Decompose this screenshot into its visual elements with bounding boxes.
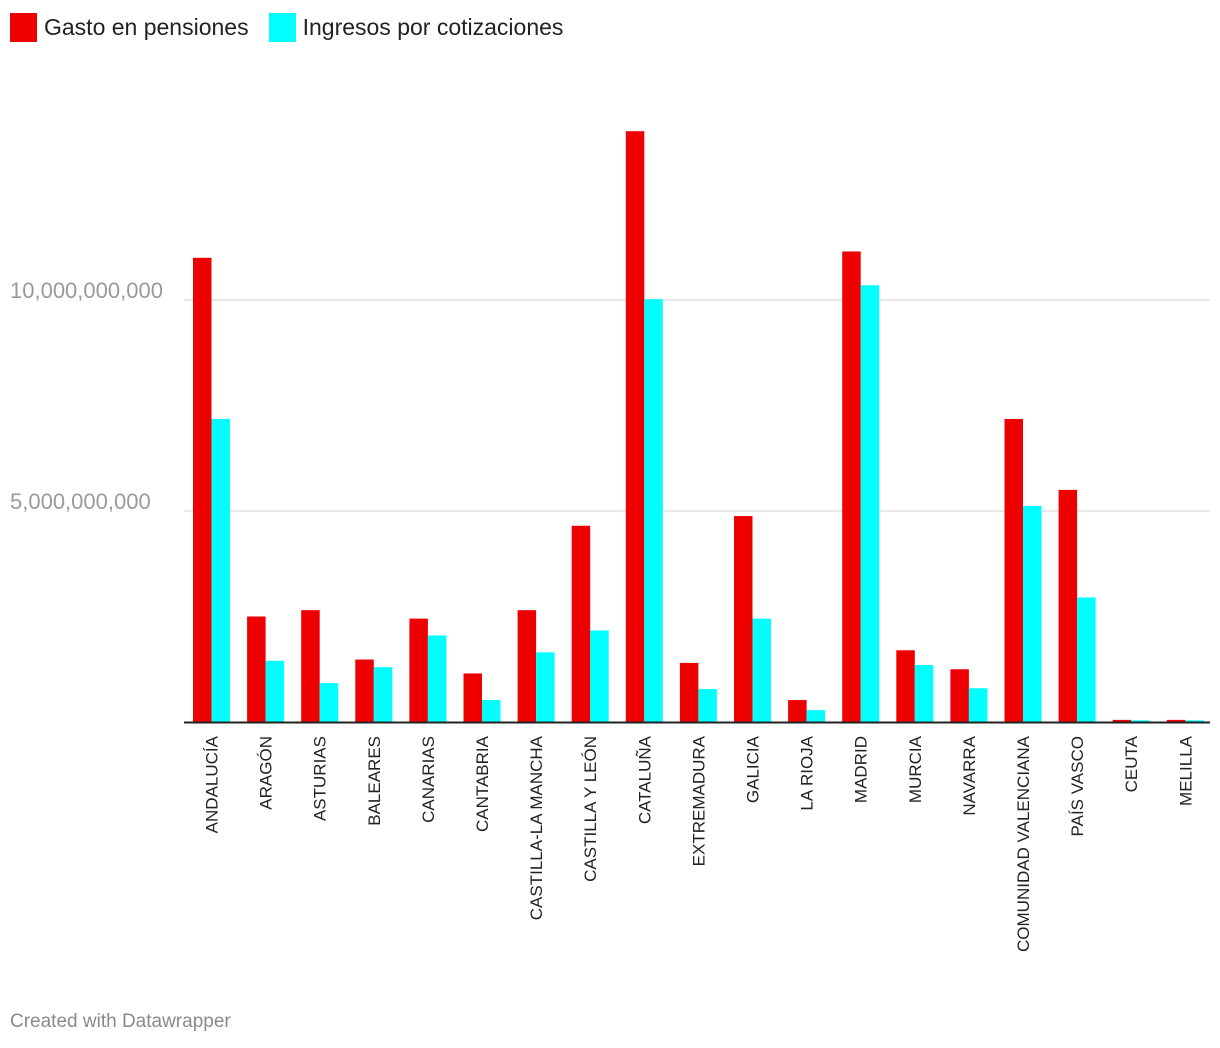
legend: Gasto en pensiones Ingresos por cotizaci… [10, 12, 563, 42]
bar-gasto [896, 650, 915, 722]
x-tick-label: CASTILLA-LA MANCHA [527, 735, 546, 920]
x-tick-label: ANDALUCÍA [203, 735, 222, 833]
x-tick-label: CANTABRIA [473, 735, 492, 832]
bar-ingresos [860, 285, 880, 722]
bar-ingresos [914, 665, 934, 722]
bar-gasto [517, 610, 537, 722]
bar-ingresos [1023, 505, 1042, 722]
legend-swatch-gasto [10, 12, 37, 42]
bar-gasto [1166, 719, 1186, 722]
bar-gasto [409, 618, 428, 722]
bar-ingresos [644, 299, 663, 722]
bar-ingresos [265, 660, 285, 722]
x-tick-label: CEUTA [1122, 735, 1141, 792]
y-tick-label: 5,000,000,000 [10, 489, 151, 514]
x-tick-label: NAVARRA [960, 735, 979, 815]
x-tick-label: LA RIOJA [798, 735, 817, 810]
bar-ingresos [752, 618, 771, 722]
bar-ingresos [211, 419, 230, 722]
bar-gasto [301, 610, 320, 722]
bar-ingresos [319, 683, 339, 722]
bar-ingresos [698, 689, 717, 722]
bar-ingresos [806, 710, 826, 722]
bar-ingresos [1077, 597, 1096, 722]
bar-ingresos [590, 630, 609, 722]
bar-ingresos [482, 700, 501, 722]
bar-gasto [788, 700, 807, 722]
x-tick-label: COMUNIDAD VALENCIANA [1014, 735, 1033, 952]
x-tick-label: CASTILLA Y LEÓN [581, 736, 600, 882]
x-tick-label: EXTREMADURA [689, 735, 708, 866]
bar-gasto [247, 616, 266, 722]
bar-ingresos [427, 635, 447, 722]
x-tick-label: CANARIAS [419, 736, 438, 823]
x-tick-label: GALICIA [744, 735, 763, 803]
bar-ingresos [1185, 720, 1204, 722]
x-tick-label: MURCIA [906, 735, 925, 803]
bar-gasto [625, 131, 645, 722]
bar-gasto [842, 251, 861, 722]
bar-gasto [1058, 489, 1078, 722]
legend-label-ingresos: Ingresos por cotizaciones [302, 14, 564, 40]
x-tick-label: PAÍS VASCO [1068, 736, 1087, 836]
bar-gasto [1112, 719, 1132, 722]
legend-swatch-ingresos [268, 12, 296, 42]
x-tick-label: MELILLA [1176, 735, 1195, 806]
bar-gasto [463, 673, 482, 722]
x-tick-label: BALEARES [365, 736, 384, 826]
bar-gasto [679, 662, 699, 722]
bar-ingresos [968, 688, 988, 722]
bar-gasto [950, 669, 969, 722]
legend-label-gasto: Gasto en pensiones [44, 14, 249, 40]
legend-item-gasto: Gasto en pensiones [10, 12, 249, 42]
x-tick-label: CATALUÑA [635, 735, 654, 824]
x-tick-label: ARAGÓN [257, 736, 276, 810]
y-tick-label: 10,000,000,000 [10, 278, 163, 303]
bar-ingresos [373, 667, 393, 722]
bar-gasto [355, 659, 374, 722]
footer-credit: Created with Datawrapper [10, 1011, 231, 1032]
bar-gasto [734, 516, 753, 722]
bar-ingresos [1131, 720, 1150, 722]
x-tick-label: ASTURIAS [311, 736, 330, 821]
bar-gasto [571, 525, 591, 722]
bar-gasto [1004, 419, 1023, 722]
bar-ingresos [536, 652, 555, 722]
x-tick-label: MADRID [852, 736, 871, 803]
legend-item-ingresos: Ingresos por cotizaciones [268, 12, 564, 42]
bar-gasto [193, 257, 212, 722]
